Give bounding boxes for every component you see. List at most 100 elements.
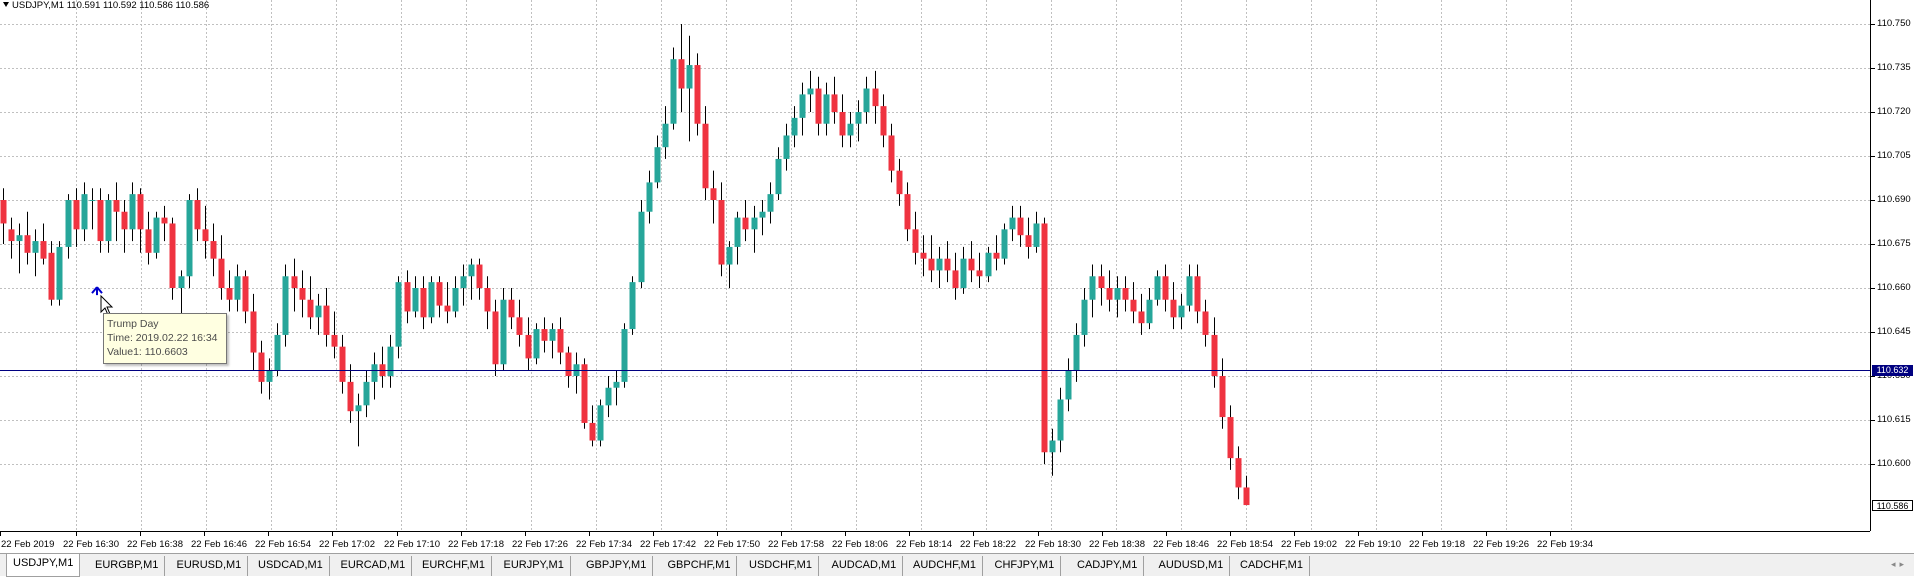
candle-bull xyxy=(807,88,814,95)
time-tick-mark xyxy=(1358,532,1359,536)
candle-bull xyxy=(1049,440,1056,453)
time-tick-label: 22 Feb 17:42 xyxy=(640,539,696,550)
tab-chfjpy-m1[interactable]: CHFJPY,M1 xyxy=(989,556,1062,576)
candle-bull xyxy=(153,217,160,253)
candle-bear xyxy=(1041,223,1048,453)
tab-usdchf-m1[interactable]: USDCHF,M1 xyxy=(743,556,819,576)
candlestick-chart[interactable] xyxy=(0,0,1870,531)
candle-bull xyxy=(412,288,419,312)
tab-cadjpy-m1[interactable]: CADJPY,M1 xyxy=(1071,556,1145,576)
time-tick-label: 22 Feb 18:54 xyxy=(1217,539,1273,550)
time-tick-mark xyxy=(1550,532,1551,536)
candle-bear xyxy=(516,317,523,335)
time-tick-mark xyxy=(1294,532,1295,536)
time-tick-label: 22 Feb 2019 xyxy=(1,539,55,550)
tab-audusd-m1[interactable]: AUDUSD,M1 xyxy=(1153,556,1231,576)
time-tick-mark xyxy=(1230,532,1231,536)
candle-bear xyxy=(589,422,596,441)
time-tick-label: 22 Feb 17:34 xyxy=(576,539,632,550)
price-tick-mark xyxy=(1871,24,1875,25)
candle-bear xyxy=(1130,299,1137,312)
tab-eurcad-m1[interactable]: EURCAD,M1 xyxy=(335,556,413,576)
candle-bear xyxy=(815,88,822,124)
candle-bear xyxy=(742,217,749,230)
last-price-label: 110.586 xyxy=(1872,500,1913,511)
candle-bear xyxy=(145,229,152,253)
candle-bull xyxy=(452,288,459,312)
candle-bull xyxy=(363,381,370,406)
time-tick-mark xyxy=(1422,532,1423,536)
candle-bear xyxy=(137,194,144,230)
candle-bear xyxy=(1219,376,1226,418)
time-tick-label: 22 Feb 16:46 xyxy=(191,539,247,550)
time-tick-label: 22 Feb 17:50 xyxy=(704,539,760,550)
time-tick-mark xyxy=(397,532,398,536)
candle-bear xyxy=(541,329,548,341)
candle-bear xyxy=(1227,417,1234,459)
candle-bear xyxy=(678,59,685,89)
price-tick-label: 110.675 xyxy=(1877,238,1911,249)
candle-bear xyxy=(492,311,499,365)
candle-bear xyxy=(1194,276,1201,312)
tab-eurgbp-m1[interactable]: EURGBP,M1 xyxy=(89,556,166,576)
tab-gbpjpy-m1[interactable]: GBPJPY,M1 xyxy=(580,556,654,576)
candle-bear xyxy=(73,200,80,230)
tab-eurjpy-m1[interactable]: EURJPY,M1 xyxy=(498,556,571,576)
candle-bull xyxy=(936,258,943,271)
candle-bear xyxy=(331,334,338,347)
price-tick-mark xyxy=(1871,244,1875,245)
candle-bear xyxy=(525,334,532,359)
candle-bear xyxy=(347,381,354,412)
candle-bear xyxy=(484,288,491,312)
tab-audcad-m1[interactable]: AUDCAD,M1 xyxy=(826,556,904,576)
tab-scroll-arrows-icon[interactable]: ◂▸ xyxy=(1890,559,1908,569)
candle-bull xyxy=(621,329,628,382)
candle-bull xyxy=(266,370,273,382)
time-tick-mark xyxy=(525,532,526,536)
chart-plot-area[interactable]: USDJPY,M1 110.591 110.592 110.586 110.58… xyxy=(0,0,1870,531)
candle-bull xyxy=(549,329,556,341)
chart-window[interactable]: USDJPY,M1 110.591 110.592 110.586 110.58… xyxy=(0,0,1914,553)
tab-cadchf-m1[interactable]: CADCHF,M1 xyxy=(1234,556,1310,576)
candle-bull xyxy=(500,299,507,365)
tab-usdjpy-m1[interactable]: USDJPY,M1 xyxy=(6,554,81,577)
candle-bull xyxy=(1154,276,1161,300)
candle-bull xyxy=(823,94,830,124)
candle-bear xyxy=(831,94,838,112)
price-axis[interactable]: 110.750 110.735 110.720 110.705 110.690 110.6… xyxy=(1870,0,1914,531)
candle-bear xyxy=(194,200,201,230)
tab-audchf-m1[interactable]: AUDCHF,M1 xyxy=(907,556,983,576)
tab-usdcad-m1[interactable]: USDCAD,M1 xyxy=(252,556,330,576)
tab-eurchf-m1[interactable]: EURCHF,M1 xyxy=(416,556,492,576)
candle-bear xyxy=(420,288,427,318)
candle-bull xyxy=(1178,305,1185,318)
symbol-tab-bar: USDJPY,M1 EURGBP,M1 EURUSD,M1 USDCAD,M1 EURC… xyxy=(0,553,1914,577)
candle-bear xyxy=(169,223,176,288)
time-axis[interactable]: 22 Feb 2019 22 Feb 16:30 22 Feb 16:38 22 Fe… xyxy=(0,531,1870,553)
candle-bull xyxy=(726,246,733,265)
candle-bear xyxy=(1170,299,1177,318)
candle-bear xyxy=(40,241,47,259)
time-tick-mark xyxy=(76,532,77,536)
candle-bull xyxy=(234,276,241,300)
candle-bear xyxy=(928,258,935,271)
candle-bear xyxy=(1025,235,1032,247)
candle-bear xyxy=(1098,276,1105,288)
candle-bear xyxy=(944,258,951,271)
candle-bull xyxy=(751,217,758,230)
candle-bull xyxy=(734,217,741,247)
candle-bull xyxy=(468,264,475,277)
time-tick-mark xyxy=(268,532,269,536)
candle-bear xyxy=(912,229,919,253)
price-tick-label: 110.690 xyxy=(1877,194,1911,205)
time-tick-label: 22 Feb 16:54 xyxy=(255,539,311,550)
candle-bear xyxy=(226,288,233,300)
time-tick-label: 22 Feb 18:06 xyxy=(832,539,888,550)
candle-bear xyxy=(1162,276,1169,300)
time-tick-label: 22 Feb 17:18 xyxy=(448,539,504,550)
tab-eurusd-m1[interactable]: EURUSD,M1 xyxy=(171,556,249,576)
candle-bear xyxy=(113,200,120,212)
candle-bear xyxy=(404,282,411,312)
candle-bear xyxy=(718,200,725,265)
tab-gbpchf-m1[interactable]: GBPCHF,M1 xyxy=(662,556,738,576)
